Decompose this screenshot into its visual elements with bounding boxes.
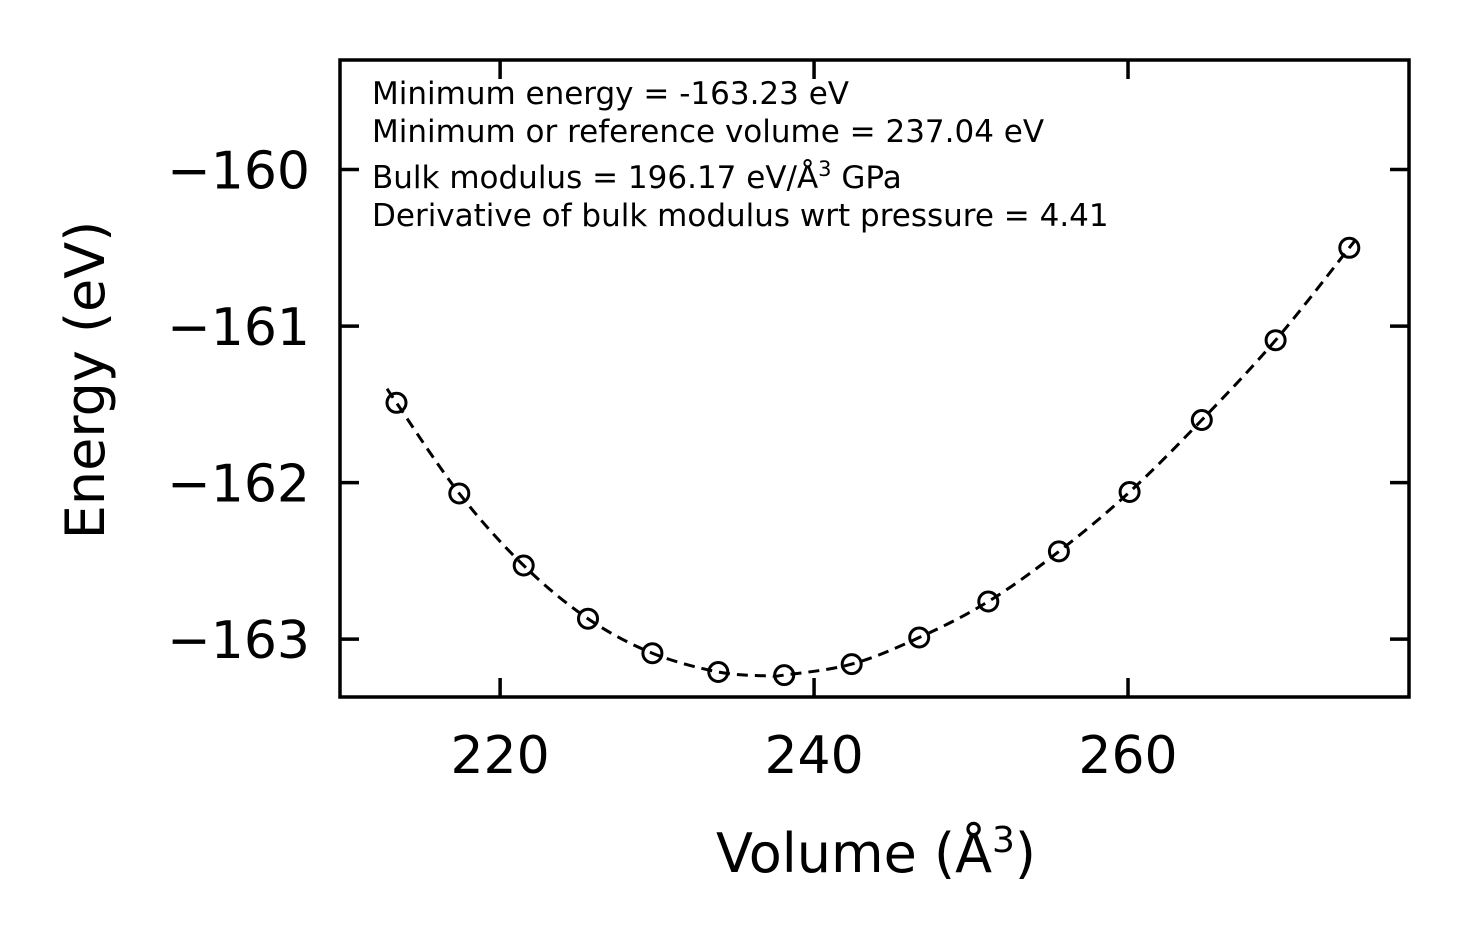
annotation-min-energy: Minimum energy = -163.23 eV xyxy=(372,76,849,112)
data-point xyxy=(773,664,796,687)
data-point xyxy=(707,661,730,683)
annotation-bulk-modulus: Bulk modulus = 196.17 eV/Å3 GPa xyxy=(372,157,902,196)
data-point xyxy=(840,653,863,676)
y-tick-label: −160 xyxy=(167,142,310,202)
y-axis-label: Energy (eV) xyxy=(54,221,117,540)
x-tick-label: 240 xyxy=(764,726,863,786)
x-axis-label-superscript: 3 xyxy=(992,820,1015,861)
annotation-min-volume: Minimum or reference volume = 237.04 eV xyxy=(372,114,1044,150)
annotation-bulk-modulus-unit: GPa xyxy=(832,160,902,196)
annotation-bulk-modulus-superscript: 3 xyxy=(818,157,831,181)
data-point xyxy=(512,554,535,577)
x-tick-label: 260 xyxy=(1078,726,1177,786)
data-point xyxy=(908,626,931,649)
annotation-bulk-modulus-text: Bulk modulus = 196.17 eV/Å xyxy=(372,160,818,196)
y-tick-label: −163 xyxy=(167,611,310,671)
plot-marks xyxy=(385,235,1361,687)
data-point xyxy=(448,482,471,505)
x-axis-label-suffix: ) xyxy=(1015,822,1036,885)
x-axis-label-text: Volume (Å xyxy=(716,821,992,885)
data-point xyxy=(1118,481,1141,503)
x-axis-label: Volume (Å3) xyxy=(716,820,1036,885)
data-point xyxy=(1264,329,1287,352)
plot-frame xyxy=(338,58,1411,699)
fit-curve-line xyxy=(385,235,1360,678)
y-tick-label: −162 xyxy=(167,455,310,515)
annotation-bulk-derivative: Derivative of bulk modulus wrt pressure … xyxy=(372,198,1109,234)
data-point xyxy=(577,607,599,630)
x-tick-label: 220 xyxy=(450,726,549,786)
data-point xyxy=(977,590,1000,613)
data-point xyxy=(1190,409,1213,431)
data-point xyxy=(385,391,408,414)
data-point xyxy=(641,642,664,665)
data-point xyxy=(1047,540,1070,563)
axis-ticks xyxy=(340,60,1409,697)
data-point xyxy=(1338,236,1361,259)
y-tick-label: −161 xyxy=(167,298,310,358)
